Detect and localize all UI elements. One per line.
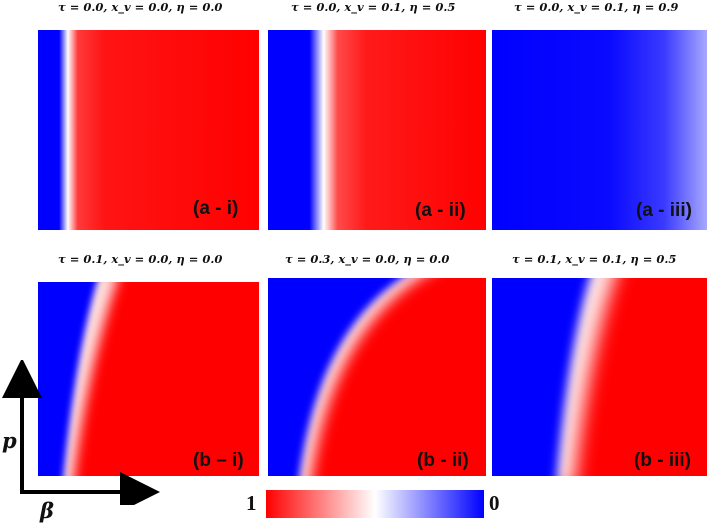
heatmap-a-iii-svg [492,30,707,230]
panel-title-b-iii: τ = 0.1, x_v = 0.1, η = 0.5 [512,252,677,266]
panel-title-a-iii: τ = 0.0, x_v = 0.1, η = 0.9 [514,0,679,14]
panel-label-a-i: (a - i) [193,198,239,219]
heatmap-a-ii-field [268,30,486,230]
panel-title-a-ii: τ = 0.0, x_v = 0.1, η = 0.5 [291,0,456,14]
axis-arrows [2,360,160,505]
colorbar-max-label: 1 [246,491,257,515]
colorbar [266,490,484,518]
panel-label-b-iii: (b - iii) [634,450,691,471]
heatmap-b-ii-svg [268,278,486,476]
heatmap-panel-b-i [38,282,259,476]
panel-title-b-ii: τ = 0.3, x_v = 0.0, η = 0.0 [285,252,450,266]
panel-label-b-ii: (b - ii) [417,450,469,471]
y-axis-label: p [2,428,17,453]
heatmap-b-iii-blue-region [492,278,590,476]
panel-label-b-i: (b – i) [193,450,244,471]
panel-title-b-i: τ = 0.1, x_v = 0.0, η = 0.0 [58,252,223,266]
heatmap-a-ii-svg [268,30,486,230]
panel-label-a-ii: (a - ii) [415,200,466,221]
heatmap-a-i-field [38,30,259,230]
x-axis-label: β [40,498,54,523]
heatmap-b-i-blue-region [38,282,97,476]
heatmap-b-iii-svg [492,278,707,476]
heatmap-panel-b-iii [492,278,707,476]
heatmap-a-iii-field [492,30,707,230]
heatmap-a-i-svg [38,30,259,230]
heatmap-panel-b-ii [268,278,486,476]
heatmap-panel-a-i [38,30,259,230]
colorbar-min-label: 0 [489,491,500,515]
colorbar-gradient [266,490,484,518]
heatmap-panel-a-ii [268,30,486,230]
heatmap-panel-a-iii [492,30,707,230]
heatmap-b-ii-blue-region [268,278,402,476]
heatmap-b-i-svg [38,282,259,476]
panel-label-a-iii: (a - iii) [636,200,692,221]
panel-title-a-i: τ = 0.0, x_v = 0.0, η = 0.0 [58,0,223,14]
